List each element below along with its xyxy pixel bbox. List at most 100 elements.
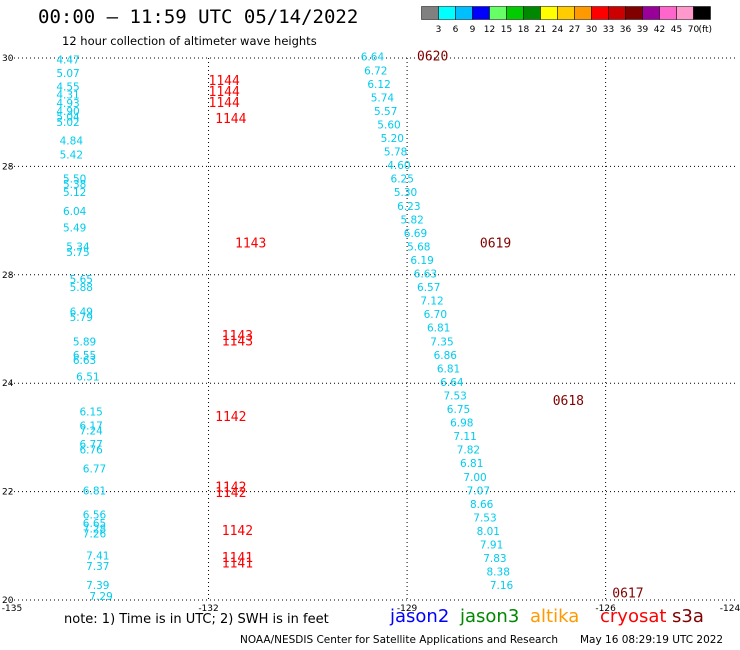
x-tick-label: -124: [720, 604, 740, 614]
swh-value: 7.29: [89, 591, 112, 603]
time-label: 1143: [222, 329, 253, 344]
x-tick-label: -132: [198, 604, 218, 614]
swh-value: 6.65: [83, 518, 106, 530]
credit-line: NOAA/NESDIS Center for Satellite Applica…: [240, 634, 558, 646]
time-label: 1144: [209, 74, 240, 89]
time-label: 0617: [612, 586, 643, 601]
swh-value: 5.38: [63, 179, 86, 191]
swh-value: 5.12: [63, 187, 86, 199]
time-label: 1141: [222, 551, 253, 566]
swh-value: 7.83: [483, 553, 506, 565]
time-label: 0618: [553, 394, 584, 409]
swh-value: 6.64: [361, 52, 385, 64]
swh-value: 7.53: [473, 512, 496, 524]
swh-value: 6.86: [434, 350, 458, 362]
swh-value: 5.49: [63, 222, 86, 234]
colorbar-level-label: 39: [637, 25, 649, 35]
swh-value: 6.98: [450, 418, 473, 430]
swh-value: 5.34: [66, 241, 90, 253]
swh-value: 4.60: [387, 160, 410, 172]
colorbar-unit: (ft): [698, 25, 712, 35]
colorbar-level-label: 24: [552, 25, 564, 35]
swh-value: 8.66: [470, 499, 494, 511]
swh-value: 5.07: [56, 68, 79, 80]
swh-value: 7.12: [420, 296, 443, 308]
swh-value: 8.38: [487, 567, 510, 579]
legend-cryosat: cryosat: [600, 606, 667, 627]
swh-value: 5.82: [400, 214, 423, 226]
colorbar-level-label: 18: [518, 25, 530, 35]
swh-value: 5.79: [70, 312, 93, 324]
colorbar-level-label: 33: [603, 25, 614, 35]
swh-value: 6.55: [73, 350, 96, 362]
swh-value: 5.89: [73, 336, 96, 348]
swh-value: 7.16: [490, 580, 514, 592]
swh-value: 6.64: [440, 377, 464, 389]
swh-value: 7.41: [86, 550, 109, 562]
colorbar-level-label: 15: [501, 25, 512, 35]
x-tick-label: -126: [595, 604, 616, 614]
swh-value: 6.19: [410, 255, 433, 267]
swh-value: 7.07: [467, 485, 490, 497]
altimeter-map-plot: -135-132-129-126-123-1242022242828304.47…: [2, 50, 740, 614]
swh-value: 5.30: [394, 187, 417, 199]
swh-value: 6.72: [364, 65, 387, 77]
swh-value: 6.81: [460, 458, 483, 470]
swh-value: 6.17: [79, 420, 102, 432]
swh-value: 7.00: [463, 472, 486, 484]
swh-value: 4.47: [56, 54, 79, 66]
colorbar-level-label: 30: [586, 25, 598, 35]
x-tick-label: -129: [397, 604, 418, 614]
chart-subtitle: 12 hour collection of altimeter wave hei…: [62, 34, 317, 48]
chart-title: 00:00 – 11:59 UTC 05/14/2022: [38, 6, 359, 28]
y-tick-label: 24: [2, 379, 14, 389]
swh-value: 7.39: [86, 580, 109, 592]
colorbar-level-label: 42: [654, 25, 665, 35]
swh-value: 5.04: [56, 111, 80, 123]
swh-value: 4.84: [60, 136, 84, 148]
swh-value: 5.20: [381, 133, 404, 145]
swh-value: 5.88: [70, 282, 93, 294]
legend-jason3: jason3: [460, 606, 520, 627]
swh-value: 6.81: [437, 363, 460, 375]
swh-value: 7.82: [457, 445, 480, 457]
colorbar-level-label: 70: [688, 25, 700, 35]
swh-value: 6.70: [424, 309, 447, 321]
y-tick-label: 22: [2, 488, 13, 498]
swh-value: 7.53: [443, 390, 466, 402]
footnote: note: 1) Time is in UTC; 2) SWH is in fe…: [64, 612, 329, 627]
swh-value: 5.75: [66, 247, 89, 259]
swh-value: 6.51: [76, 371, 99, 383]
time-label: 1143: [235, 237, 266, 252]
colorbar-level-label: 45: [671, 25, 682, 35]
swh-value: 6.04: [63, 206, 87, 218]
x-tick-label: -135: [2, 604, 22, 614]
swh-value: 6.81: [427, 323, 450, 335]
generation-timestamp: May 16 08:29:19 UTC 2022: [580, 634, 724, 646]
colorbar-level-label: 9: [470, 25, 476, 35]
y-tick-label: 20: [2, 596, 14, 606]
swh-value: 4.93: [56, 98, 79, 110]
swh-value: 5.57: [374, 106, 397, 118]
swh-value: 6.56: [83, 510, 107, 522]
swh-value: 6.75: [447, 404, 470, 416]
legend-jason2: jason2: [390, 606, 450, 627]
swh-value: 6.12: [367, 79, 390, 91]
colorbar-level-label: 27: [569, 25, 580, 35]
swh-value: 4.55: [56, 82, 79, 94]
time-label: 0619: [480, 237, 511, 252]
time-label: 1144: [209, 85, 240, 100]
colorbar-level-label: 21: [535, 25, 546, 35]
colorbar-level-label: 3: [436, 25, 442, 35]
swh-value: 6.77: [79, 439, 102, 451]
colorbar-level-label: 6: [453, 25, 459, 35]
time-label: 1142: [215, 481, 246, 496]
swh-value: 6.63: [73, 355, 96, 367]
colorbar-level-label: 36: [620, 25, 632, 35]
swh-value: 6.23: [397, 201, 420, 213]
time-label: 1144: [209, 96, 240, 111]
swh-value: 4.90: [56, 106, 79, 118]
swh-value: 6.76: [79, 445, 103, 457]
swh-value: 7.26: [83, 529, 107, 541]
time-label: 0620: [417, 50, 448, 65]
